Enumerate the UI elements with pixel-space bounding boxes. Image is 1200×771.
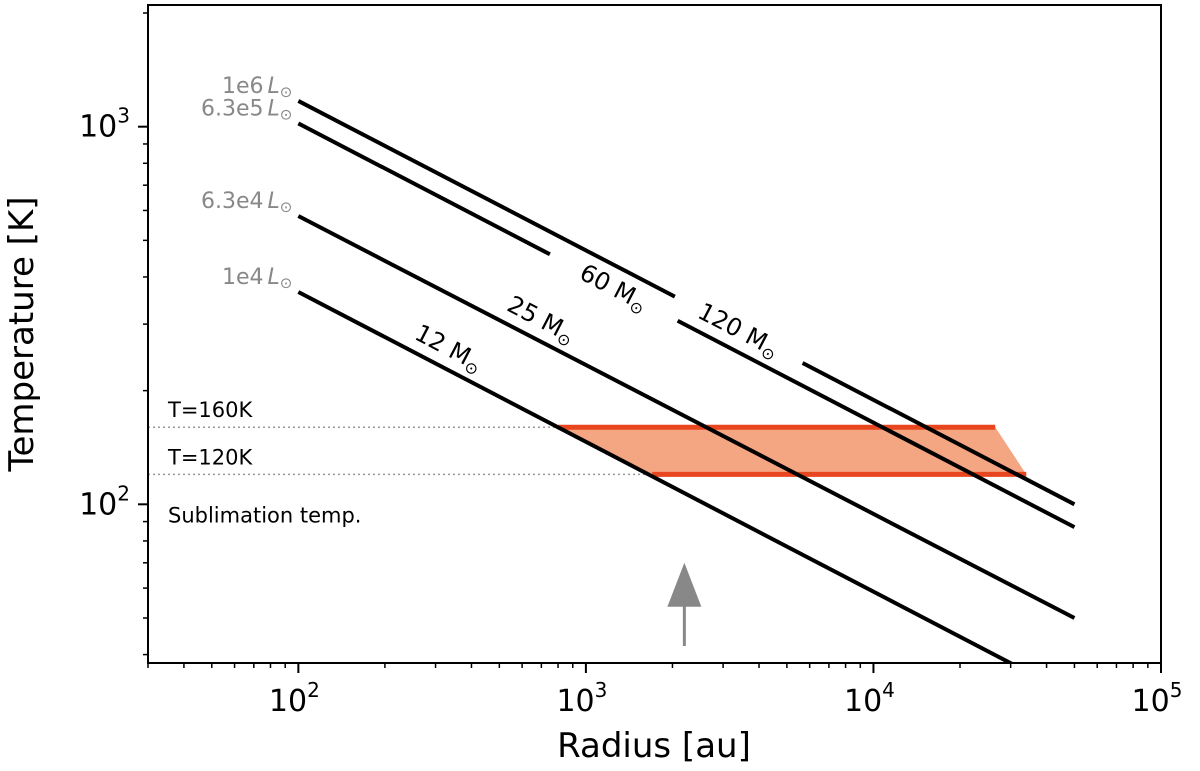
x-tick-label-1: 103 <box>556 678 607 719</box>
mass-label-1: 60 M⊙ <box>574 258 652 319</box>
label-sublimation: Sublimation temp. <box>168 503 361 527</box>
x-tick-label-3: 105 <box>1132 678 1183 719</box>
chart-marks <box>148 99 1076 663</box>
series-line-0-b <box>801 361 1076 507</box>
plot-frame <box>147 4 1162 664</box>
series-line-1-a <box>297 121 551 257</box>
series-line-0-a <box>297 99 676 299</box>
axis-ticks: 102 103 104 105 102 103 <box>79 12 1183 719</box>
luminosity-label-1: 6.3e5 L⊙ <box>201 96 292 123</box>
arrow-head <box>667 562 702 607</box>
series-line-1-b <box>676 318 1076 529</box>
series-line-2 <box>297 214 1076 620</box>
luminosity-label-2: 6.3e4 L⊙ <box>201 189 292 216</box>
y-axis-label: Temperature [K] <box>2 196 42 472</box>
series-line-3 <box>297 290 1015 663</box>
mass-label-0: 120 M⊙ <box>692 297 784 365</box>
label-t120: T=120K <box>167 445 254 469</box>
luminosity-label-3: 1e4 L⊙ <box>222 265 292 292</box>
y-tick-label-0: 102 <box>79 481 130 522</box>
label-t160: T=160K <box>167 398 254 422</box>
x-tick-label-0: 102 <box>269 678 320 719</box>
luminosity-label-0: 1e6 L⊙ <box>222 74 292 101</box>
y-tick-label-1: 103 <box>79 104 130 145</box>
x-tick-label-2: 104 <box>844 678 895 719</box>
x-axis-label: Radius [au] <box>557 726 751 766</box>
